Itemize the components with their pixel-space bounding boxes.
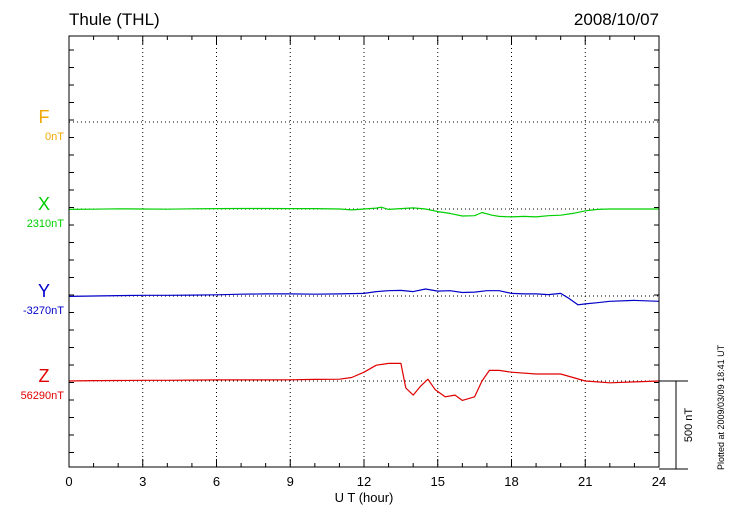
series-layer [68, 206, 660, 401]
baseline-value-label: 2310nT [27, 218, 65, 230]
x-tick-label: 18 [504, 474, 518, 489]
labels-layer: 0 3 6 9 12 15 18 21 24 U T (hour) F 0nT X 2310nT Y -327… [21, 107, 695, 505]
component-label: X [38, 194, 50, 214]
plot-date: 2008/10/07 [573, 10, 659, 29]
component-label: Z [39, 366, 50, 386]
component-label: Y [38, 281, 50, 301]
x-axis-label: U T (hour) [335, 490, 394, 505]
x-tick-label: 15 [431, 474, 445, 489]
x-tick-label: 3 [139, 474, 146, 489]
axis-ticks [68, 36, 688, 470]
grid [69, 36, 659, 467]
series-line-X [68, 206, 659, 218]
x-tick-label: 12 [357, 474, 371, 489]
x-tick-label: 6 [213, 474, 220, 489]
x-tick-label: 21 [578, 474, 592, 489]
series-line-Z [68, 362, 660, 401]
component-label: F [39, 107, 50, 127]
x-tick-label: 9 [287, 474, 294, 489]
station-title: Thule (THL) [69, 10, 160, 29]
series-line-Y [68, 288, 660, 306]
x-tick-label: 24 [652, 474, 666, 489]
baseline-value-label: 0nT [45, 131, 64, 143]
baseline-value-label: 56290nT [21, 390, 65, 402]
scale-bar-label: 500 nT [683, 408, 695, 443]
baseline-value-label: -3270nT [23, 305, 64, 317]
x-tick-label: 0 [65, 474, 72, 489]
